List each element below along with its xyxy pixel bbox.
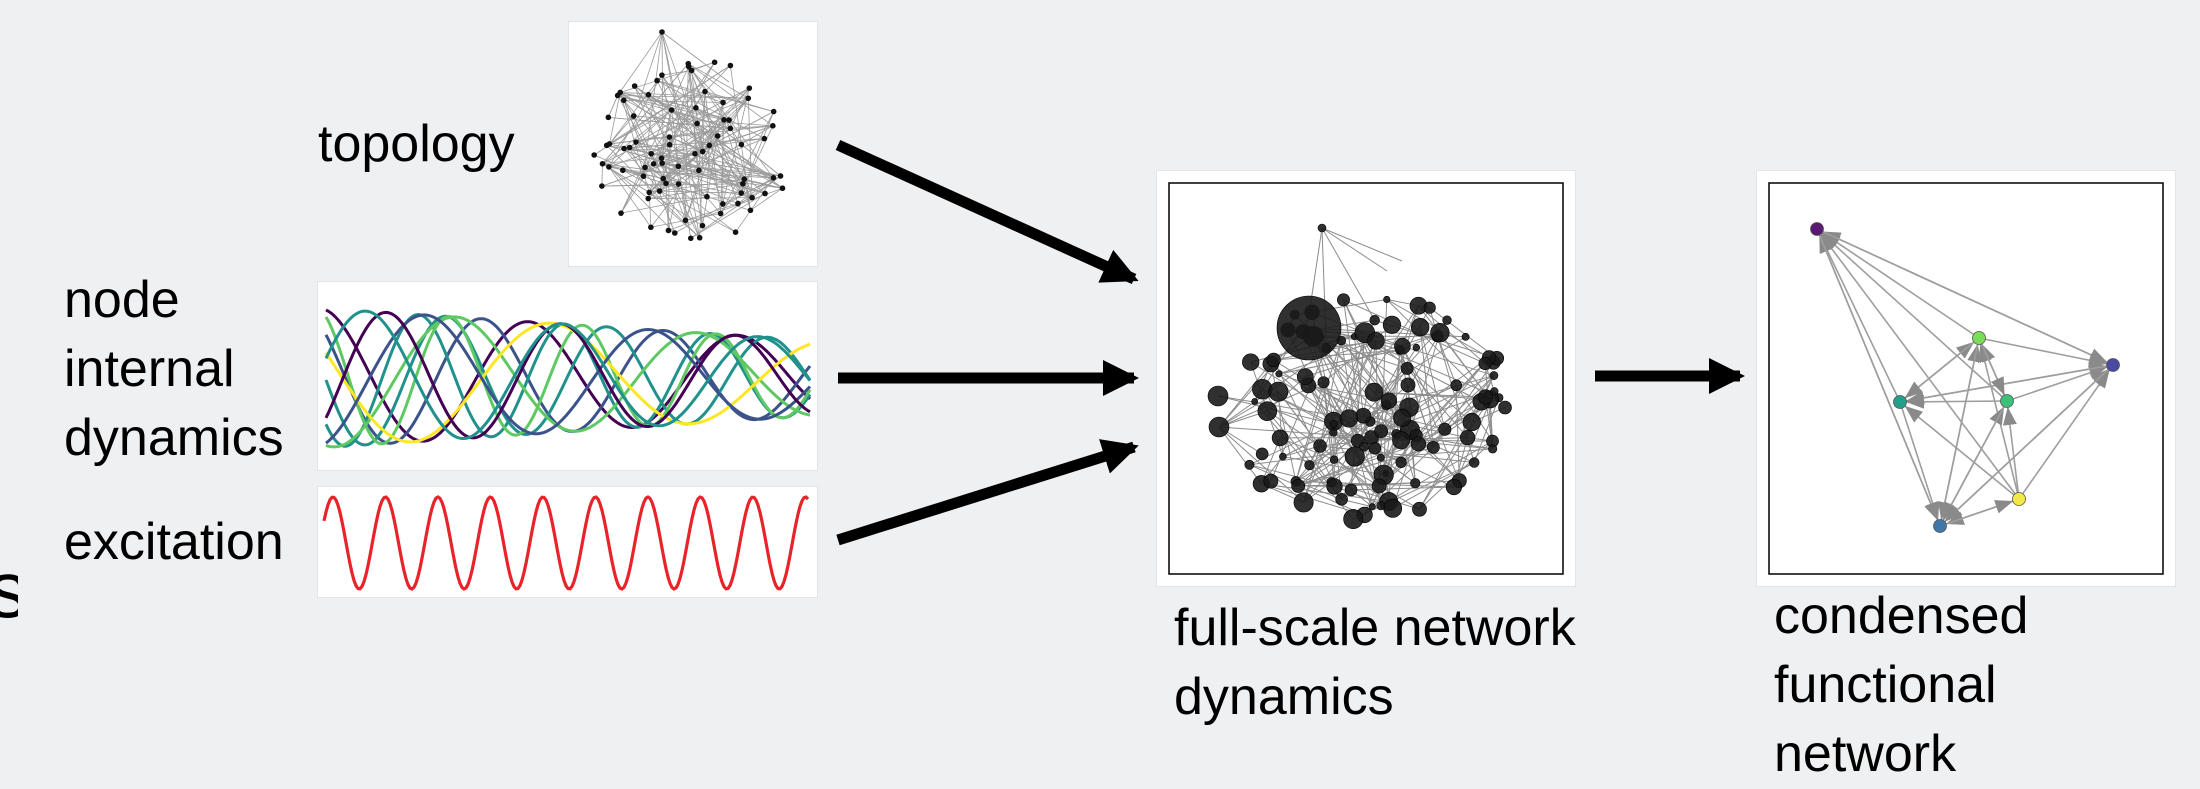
excitation-arrow: [838, 447, 1134, 540]
topology-arrow: [838, 145, 1134, 279]
